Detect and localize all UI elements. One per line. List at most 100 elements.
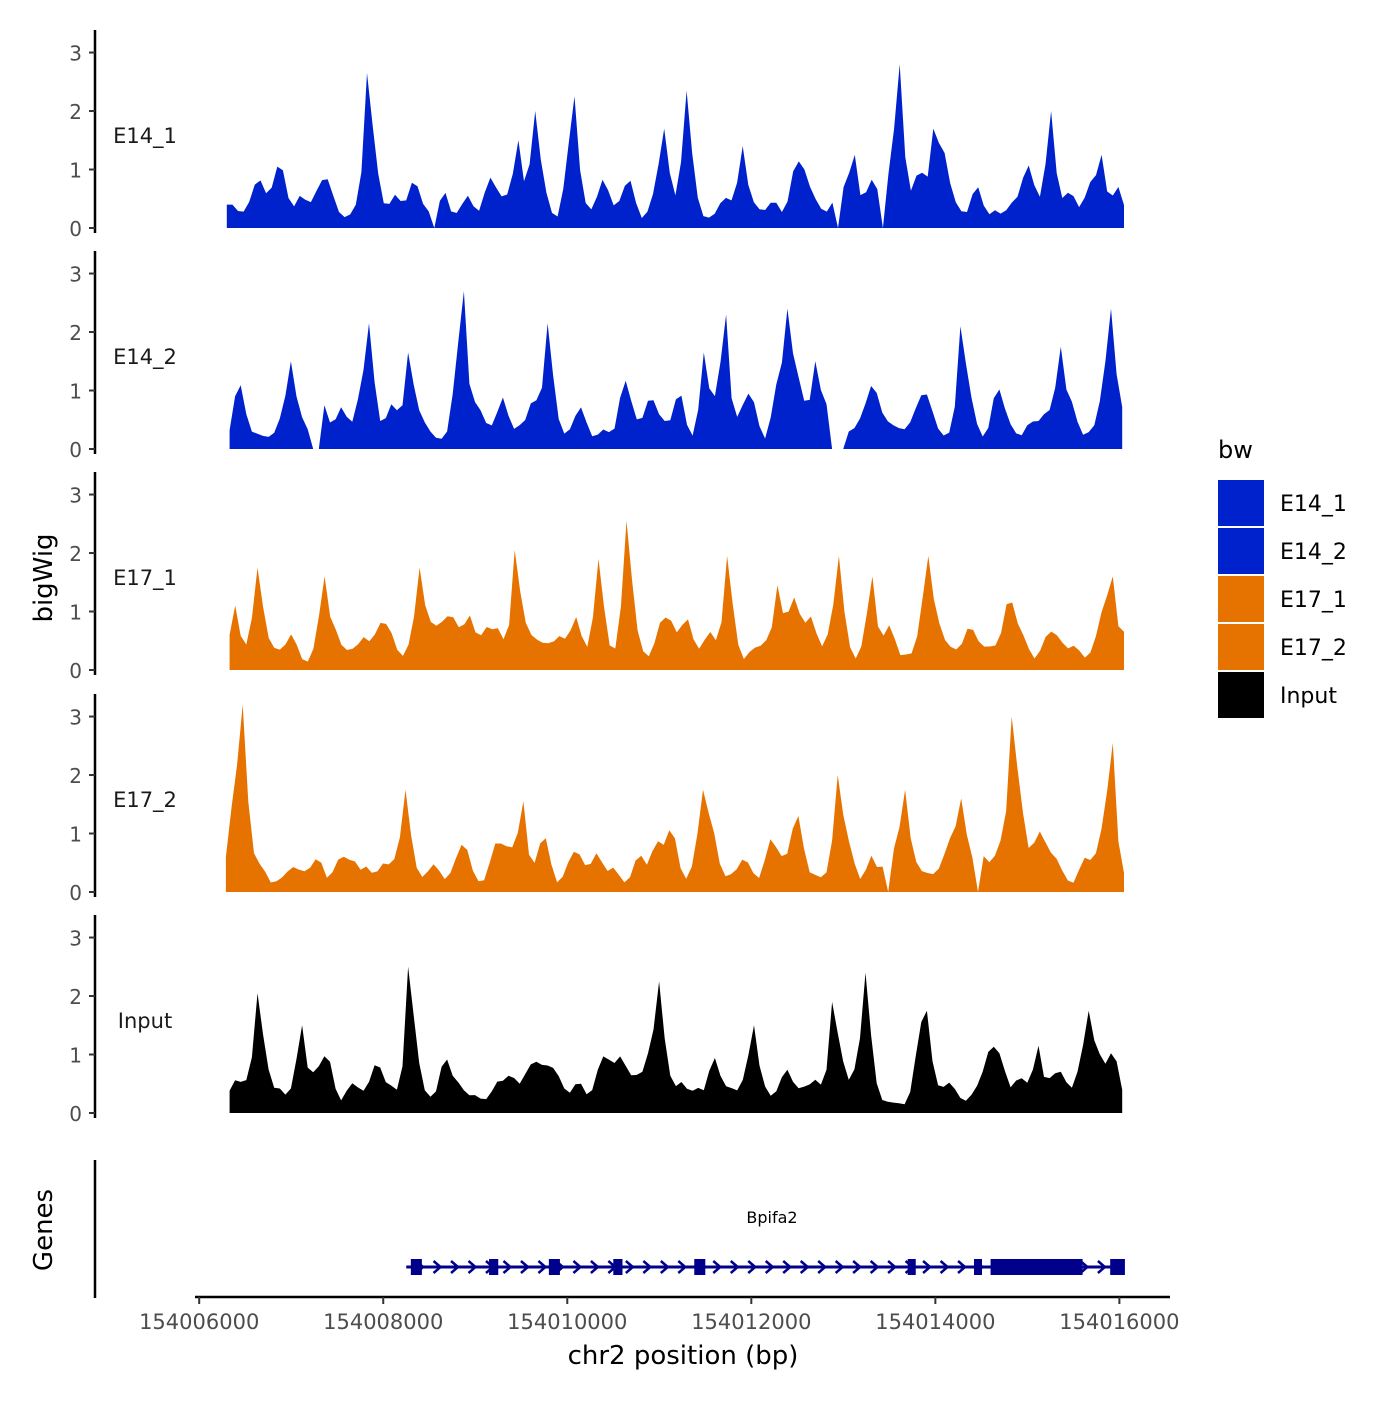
legend-label: Input — [1280, 684, 1337, 709]
strand-arrow — [712, 1260, 723, 1274]
gene-exon — [410, 1259, 422, 1275]
track-label: E14_2 — [113, 345, 177, 370]
strand-arrow — [1079, 1260, 1090, 1274]
legend-swatch — [1218, 672, 1264, 718]
coverage-area-E14_2 — [229, 291, 1123, 449]
panel-E14_1: 0 1 2 3 E14_1 — [69, 30, 1125, 241]
legend-item: E17_1 — [1218, 576, 1347, 622]
strand-arrow — [782, 1260, 793, 1274]
strand-arrow — [747, 1260, 758, 1274]
strand-arrow — [957, 1260, 967, 1274]
x-tick-label: 154006000 — [139, 1310, 259, 1334]
y-tick-label: 3 — [69, 927, 82, 951]
strand-arrow — [660, 1260, 670, 1274]
strand-arrow — [922, 1260, 932, 1274]
legend-item: E14_1 — [1218, 480, 1347, 526]
strand-arrow — [869, 1260, 880, 1274]
strand-arrow — [764, 1260, 775, 1274]
track-label: E14_1 — [113, 124, 177, 149]
panel-E17_1: 0 1 2 3 E17_1 — [69, 472, 1125, 683]
gene-exon — [974, 1259, 982, 1275]
panel-E14_2: 0 1 2 3 E14_2 — [69, 251, 1123, 462]
y-tick-label: 3 — [69, 706, 82, 730]
y-tick-label: 1 — [69, 380, 82, 404]
panel-E17_2: 0 1 2 3 E17_2 — [69, 694, 1124, 905]
strand-arrow — [537, 1260, 548, 1274]
legend: E14_1 E14_2 E17_1 E17_2 Input — [1218, 480, 1347, 718]
track-label: E17_1 — [113, 566, 177, 591]
gene-exon — [907, 1259, 916, 1275]
x-axis-title: chr2 position (bp) — [568, 1341, 799, 1371]
gene-exon — [990, 1259, 1083, 1275]
y-tick-label: 2 — [69, 100, 82, 124]
legend-item: E17_2 — [1218, 624, 1347, 670]
legend-swatch — [1218, 528, 1264, 574]
legend-swatch — [1218, 480, 1264, 526]
strand-arrow — [590, 1260, 600, 1274]
y-tick-label: 2 — [69, 764, 82, 788]
coverage-area-E17_1 — [229, 520, 1125, 670]
strand-arrow — [450, 1260, 460, 1274]
x-tick-label: 154010000 — [507, 1310, 627, 1334]
genes-track: Genes Bpifa2 — [29, 1160, 1125, 1298]
y-tick-label: 0 — [69, 438, 82, 462]
legend-swatch — [1218, 624, 1264, 670]
gene-exon — [694, 1259, 706, 1275]
y-tick-label: 0 — [69, 881, 82, 905]
y-tick-label: 2 — [69, 542, 82, 566]
strand-arrow — [642, 1260, 653, 1274]
legend-item: E14_2 — [1218, 528, 1347, 574]
genes-track-title: Genes — [29, 1189, 59, 1271]
track-label: E17_2 — [113, 788, 177, 813]
x-tick-label: 154012000 — [691, 1310, 811, 1334]
panel-Input: 0 1 2 3 Input — [69, 915, 1123, 1126]
legend-label: E14_1 — [1280, 492, 1347, 517]
coverage-area-Input — [229, 966, 1123, 1113]
track-panels: 0 1 2 3 E14_1 0 1 2 3 E14_2 0 1 2 3 E17_1 0 1 2 3 E17_2 0 1 2 3… — [69, 30, 1125, 1126]
y-tick-label: 0 — [69, 1102, 82, 1126]
y-tick-label: 1 — [69, 159, 82, 183]
legend-label: E17_1 — [1280, 588, 1347, 613]
y-tick-label: 0 — [69, 217, 82, 241]
strand-arrow — [887, 1260, 898, 1274]
y-tick-label: 0 — [69, 659, 82, 683]
y-tick-label: 3 — [69, 42, 82, 66]
strand-arrow — [834, 1260, 845, 1274]
strand-arrow — [467, 1260, 478, 1274]
y-tick-label: 1 — [69, 823, 82, 847]
strand-arrow — [1097, 1260, 1107, 1274]
gene-exon — [548, 1259, 560, 1275]
x-tick-label: 154016000 — [1059, 1310, 1179, 1334]
legend-swatch — [1218, 576, 1264, 622]
y-tick-label: 1 — [69, 601, 82, 625]
y-tick-label: 1 — [69, 1044, 82, 1068]
strand-arrow — [817, 1260, 828, 1274]
x-axis: 154006000 154008000 154010000 154012000 1540… — [139, 1295, 1180, 1334]
legend-label: E17_2 — [1280, 636, 1347, 661]
y-tick-label: 2 — [69, 985, 82, 1009]
gene-exon — [1110, 1259, 1125, 1275]
strand-arrow — [677, 1260, 688, 1274]
x-tick-label: 154014000 — [875, 1310, 995, 1334]
strand-arrow — [729, 1260, 740, 1274]
strand-arrow — [502, 1260, 513, 1274]
strand-arrow — [939, 1260, 950, 1274]
gene-exon — [489, 1259, 499, 1275]
coverage-area-E17_2 — [225, 704, 1124, 892]
track-label: Input — [118, 1009, 172, 1033]
y-tick-label: 3 — [69, 263, 82, 287]
x-tick-label: 154008000 — [323, 1310, 443, 1334]
strand-arrow — [572, 1260, 583, 1274]
coverage-area-E14_1 — [226, 64, 1125, 228]
y-tick-label: 2 — [69, 321, 82, 345]
strand-arrow — [520, 1260, 530, 1274]
gene-name-label: Bpifa2 — [746, 1208, 797, 1227]
y-axis-title: bigWig — [29, 533, 59, 622]
strand-arrow — [432, 1260, 443, 1274]
legend-title: bw — [1218, 436, 1253, 464]
legend-label: E14_2 — [1280, 540, 1347, 565]
legend-item: Input — [1218, 672, 1337, 718]
strand-arrow — [799, 1260, 810, 1274]
